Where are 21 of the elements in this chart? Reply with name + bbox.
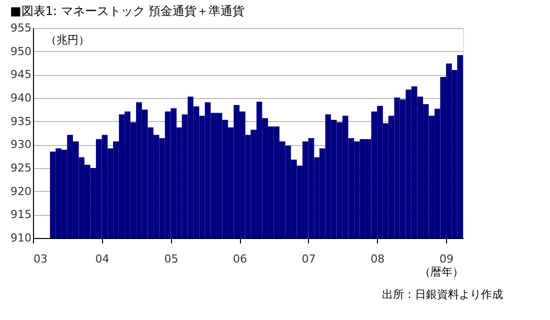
- y-tick-label: 910: [10, 232, 32, 244]
- y-tick-label: 945: [10, 68, 32, 82]
- x-tick-label: 07: [302, 252, 316, 266]
- x-axis-title: （暦年）: [420, 266, 464, 278]
- y-axis-title: （兆円）: [46, 34, 90, 46]
- y-tick-label: 940: [10, 92, 32, 104]
- y-tick-label: 935: [10, 114, 32, 128]
- y-tick-label: 925: [10, 162, 32, 174]
- y-tick-label: 920: [10, 184, 32, 198]
- y-tick-label: 955: [10, 22, 32, 34]
- x-tick-label: 09: [440, 252, 454, 266]
- chart-title: ■図表1: マネーストック 預金通貨＋準通貨: [10, 4, 245, 18]
- x-tick-label: 08: [370, 252, 385, 266]
- x-tick-label: 03: [34, 252, 48, 266]
- x-tick-label: 05: [164, 252, 178, 266]
- text: 出所：日銀資料より作成: [382, 288, 503, 301]
- x-tick-label: 04: [95, 252, 110, 266]
- x-tick-label: 06: [233, 252, 248, 266]
- y-tick-label: 950: [10, 44, 32, 58]
- y-tick-label: 915: [10, 208, 32, 222]
- y-tick-label: 930: [10, 138, 32, 152]
